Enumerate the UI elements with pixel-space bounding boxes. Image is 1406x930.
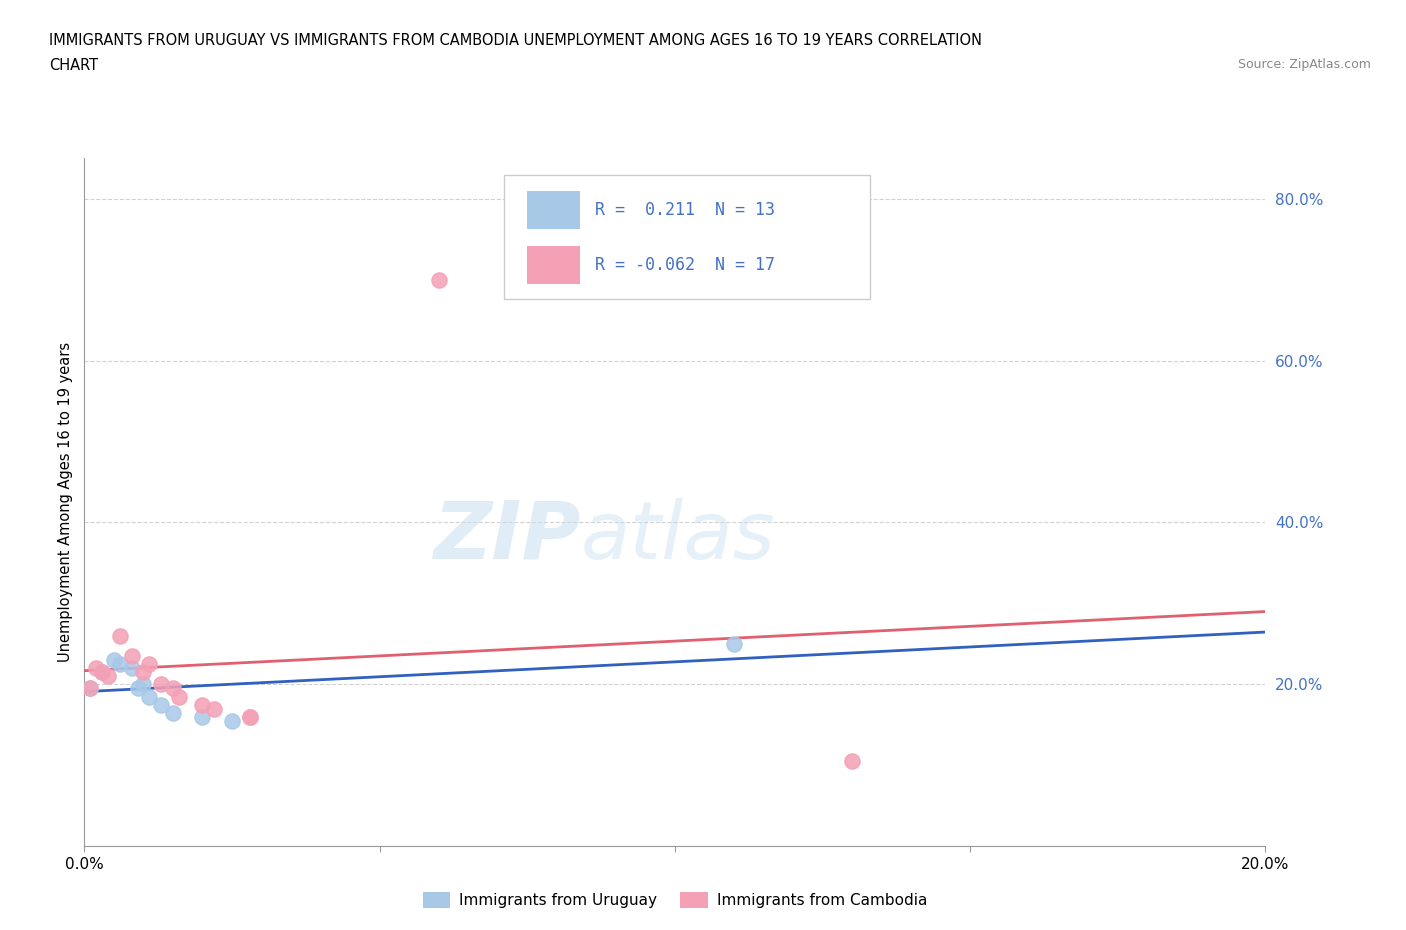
Point xyxy=(427,272,450,287)
Text: CHART: CHART xyxy=(49,58,98,73)
Point xyxy=(108,657,131,671)
Legend: Immigrants from Uruguay, Immigrants from Cambodia: Immigrants from Uruguay, Immigrants from… xyxy=(416,886,934,914)
Text: Source: ZipAtlas.com: Source: ZipAtlas.com xyxy=(1237,58,1371,71)
Point xyxy=(108,629,131,644)
Point xyxy=(132,677,155,692)
Text: R = -0.062  N = 17: R = -0.062 N = 17 xyxy=(595,256,775,273)
Point xyxy=(150,698,173,712)
Point xyxy=(191,698,214,712)
Point xyxy=(97,669,120,684)
Point xyxy=(162,705,184,720)
Bar xyxy=(527,191,581,229)
Point xyxy=(84,660,107,675)
Text: ZIP: ZIP xyxy=(433,498,581,576)
Point xyxy=(79,681,101,696)
Point xyxy=(121,648,143,663)
Point xyxy=(202,701,225,716)
Point xyxy=(91,665,114,680)
Point xyxy=(162,681,184,696)
Point xyxy=(239,710,262,724)
Bar xyxy=(527,246,581,284)
Text: IMMIGRANTS FROM URUGUAY VS IMMIGRANTS FROM CAMBODIA UNEMPLOYMENT AMONG AGES 16 T: IMMIGRANTS FROM URUGUAY VS IMMIGRANTS FR… xyxy=(49,33,983,47)
Point xyxy=(91,665,114,680)
Point xyxy=(121,660,143,675)
Point xyxy=(138,689,160,704)
Point xyxy=(132,665,155,680)
Point xyxy=(221,713,243,728)
Text: atlas: atlas xyxy=(581,498,775,576)
Point xyxy=(138,657,160,671)
Point xyxy=(167,689,190,704)
Text: R =  0.211  N = 13: R = 0.211 N = 13 xyxy=(595,201,775,219)
Point xyxy=(191,710,214,724)
Point xyxy=(79,681,101,696)
Point xyxy=(150,677,173,692)
Point xyxy=(841,754,863,769)
Point xyxy=(239,710,262,724)
Point xyxy=(103,653,125,668)
Y-axis label: Unemployment Among Ages 16 to 19 years: Unemployment Among Ages 16 to 19 years xyxy=(58,342,73,662)
Point xyxy=(723,636,745,651)
FancyBboxPatch shape xyxy=(503,176,870,299)
Point xyxy=(127,681,149,696)
